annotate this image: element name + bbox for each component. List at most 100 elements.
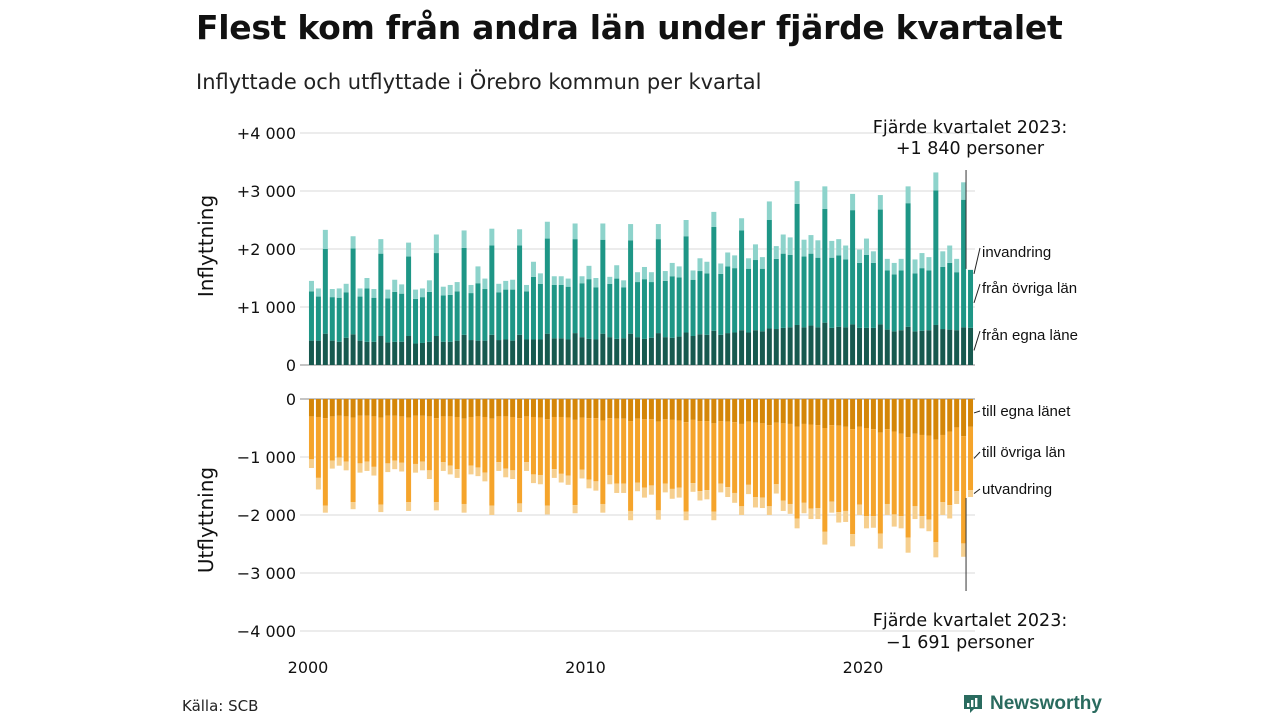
bar-in-invandring: [433, 234, 439, 254]
bar-out-utvandring: [503, 468, 509, 478]
bar-in-invandring: [524, 284, 530, 292]
bar-in-ovriga: [759, 268, 765, 332]
bar-in-invandring: [614, 265, 620, 279]
bar-out-utvandring: [482, 472, 488, 482]
bar-in-egna: [586, 338, 592, 365]
bar-out-ovriga: [780, 423, 786, 501]
bar-out-egna: [558, 399, 564, 417]
bar-in-ovriga: [413, 298, 419, 344]
bar-in-invandring: [752, 244, 758, 261]
bar-in-invandring: [399, 284, 405, 294]
bar-in-ovriga: [551, 284, 557, 339]
bar-out-egna: [343, 399, 349, 417]
bar-out-ovriga: [752, 422, 758, 498]
bar-in-invandring: [836, 239, 842, 256]
bar-out-egna: [371, 399, 377, 417]
bar-out-utvandring: [406, 502, 412, 511]
bar-out-utvandring: [440, 462, 446, 471]
segment-label-out: till övriga län: [982, 444, 1065, 461]
bar-out-ovriga: [392, 415, 398, 461]
bar-out-utvandring: [537, 474, 543, 485]
bar-in-invandring: [884, 258, 890, 271]
bar-out-ovriga: [329, 416, 335, 461]
bar-in-invandring: [392, 279, 398, 292]
bar-in-egna: [919, 330, 925, 365]
bar-in-invandring: [544, 221, 550, 239]
bar-out-utvandring: [510, 470, 516, 480]
bar-in-invandring: [440, 286, 446, 296]
bar-in-invandring: [419, 288, 425, 298]
brand-logo: Newsworthy: [962, 693, 1102, 715]
bar-out-egna: [697, 399, 703, 422]
bar-in-ovriga: [704, 273, 710, 335]
bar-out-utvandring: [461, 503, 467, 513]
bar-out-utvandring: [524, 462, 530, 471]
bar-out-egna: [461, 399, 467, 419]
bar-in-invandring: [635, 272, 641, 283]
bar-in-egna: [461, 334, 467, 365]
bar-in-ovriga: [662, 280, 668, 338]
bar-out-ovriga: [704, 421, 710, 491]
x-tick-label: 2000: [288, 658, 329, 677]
bar-in-egna: [961, 327, 967, 365]
bar-in-ovriga: [537, 283, 543, 340]
bar-in-egna: [510, 340, 516, 365]
bar-in-invandring: [850, 193, 856, 211]
bar-in-ovriga: [690, 279, 696, 336]
bar-out-utvandring: [544, 505, 550, 515]
bar-in-ovriga: [371, 297, 377, 342]
bar-in-invandring: [510, 279, 516, 290]
bar-in-egna: [419, 342, 425, 365]
bar-in-ovriga: [780, 253, 786, 328]
bar-out-utvandring: [336, 457, 342, 466]
bar-out-egna: [468, 399, 474, 417]
bar-in-ovriga: [628, 240, 634, 334]
bar-out-ovriga: [510, 416, 516, 471]
bar-in-ovriga: [308, 291, 314, 341]
bar-in-egna: [711, 330, 717, 365]
bar-out-ovriga: [315, 416, 321, 478]
bar-in-invandring: [870, 251, 876, 263]
bar-in-invandring: [517, 229, 523, 246]
bar-in-invandring: [475, 266, 481, 284]
bar-out-utvandring: [725, 487, 731, 498]
bar-out-egna: [357, 399, 363, 416]
segment-connector-out: [973, 451, 981, 459]
bar-out-utvandring: [947, 505, 953, 519]
bar-out-ovriga: [808, 424, 814, 509]
bar-in-ovriga: [572, 239, 578, 334]
segment-label-out: utvandring: [982, 481, 1052, 498]
bar-in-ovriga: [926, 270, 932, 331]
bar-out-egna: [870, 399, 876, 430]
y-tick-label-top: +2 000: [237, 240, 296, 259]
annotation-top-line1: Fjärde kvartalet 2023:: [873, 118, 1067, 138]
bar-in-invandring: [378, 239, 384, 254]
bar-out-utvandring: [655, 510, 661, 520]
bar-in-egna: [725, 333, 731, 365]
bar-out-utvandring: [954, 491, 960, 504]
bar-out-utvandring: [891, 514, 897, 527]
segment-connector-out: [973, 488, 981, 494]
bar-out-ovriga: [641, 419, 647, 488]
bar-in-ovriga: [614, 278, 620, 339]
bar-in-ovriga: [406, 256, 412, 336]
bar-out-ovriga: [572, 419, 578, 506]
bar-in-ovriga: [385, 298, 391, 343]
bar-in-ovriga: [530, 276, 536, 340]
bar-in-invandring: [621, 280, 627, 288]
bar-out-ovriga: [378, 417, 384, 505]
bar-out-utvandring: [399, 462, 405, 472]
annotation-top-line2: +1 840 personer: [896, 139, 1045, 159]
bar-out-utvandring: [641, 487, 647, 498]
bar-out-egna: [877, 399, 883, 433]
bar-in-ovriga: [732, 268, 738, 333]
bar-in-invandring: [961, 182, 967, 200]
bar-out-utvandring: [371, 466, 377, 476]
bar-in-ovriga: [968, 269, 974, 328]
bar-in-ovriga: [669, 276, 675, 338]
bar-in-invandring: [676, 266, 682, 278]
bar-in-egna: [676, 336, 682, 365]
source-note: Källa: SCB: [182, 697, 259, 715]
bar-in-invandring: [829, 240, 835, 258]
bar-in-invandring: [579, 276, 585, 284]
